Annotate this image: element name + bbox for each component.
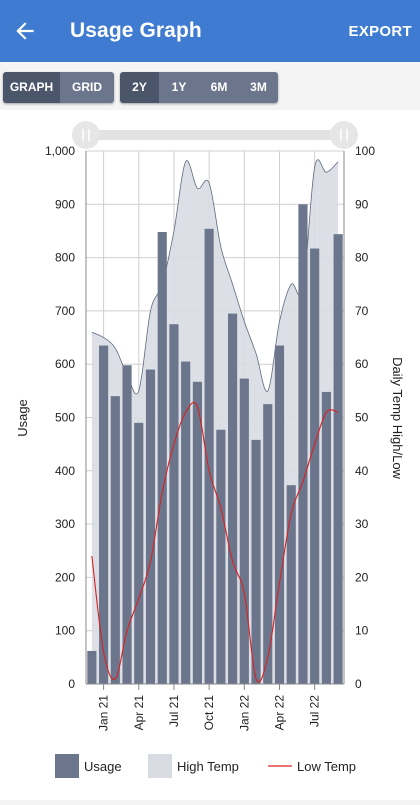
usage-bar	[274, 345, 285, 684]
y-tick-label-left: 100	[55, 624, 75, 638]
x-tick-label: Apr 21	[132, 695, 146, 731]
y-tick-label-left: 400	[55, 464, 75, 478]
range-2y-button[interactable]: 2Y	[120, 72, 159, 103]
chart-card: 0 0 100 10 200 20 300 30 400 40 500 50 600 60 700 70 800…	[0, 110, 420, 800]
usage-bar	[239, 378, 249, 684]
range-toggle: 2Y 1Y 6M 3M	[120, 72, 278, 103]
usage-bar	[310, 248, 320, 684]
y-tick-label-left: 800	[55, 251, 75, 265]
usage-bar	[216, 429, 226, 684]
usage-bars-layer	[87, 204, 343, 685]
app-bar: Usage Graph EXPORT	[0, 0, 420, 62]
range-6m-button[interactable]: 6M	[199, 72, 239, 103]
usage-bar	[228, 313, 238, 684]
y-tick-label-right: 40	[355, 464, 369, 478]
y-tick-label-right: 0	[355, 677, 362, 691]
y-tick-label-right: 90	[355, 197, 369, 211]
y-tick-label-right: 20	[355, 570, 369, 584]
x-tick-label: Jul 21	[167, 695, 181, 727]
usage-bar	[298, 204, 308, 685]
usage-bar	[333, 234, 343, 684]
usage-bar	[192, 381, 202, 684]
low-temp-line-layer	[91, 402, 339, 683]
toolbar: GRAPH GRID 2Y 1Y 6M 3M	[0, 62, 420, 110]
range-slider-track[interactable]	[86, 130, 344, 140]
range-slider-left-handle[interactable]	[72, 121, 100, 149]
usage-bar	[99, 345, 109, 684]
usage-bar	[110, 396, 120, 684]
y-tick-label-left: 200	[55, 570, 75, 584]
grid-view-button[interactable]: GRID	[60, 72, 114, 103]
y-tick-label-left: 0	[68, 677, 75, 691]
usage-bar	[181, 361, 191, 684]
y-tick-label-left: 900	[55, 197, 75, 211]
x-tick-label: Jan 22	[237, 695, 251, 731]
usage-bar	[122, 365, 132, 684]
usage-bar	[321, 391, 331, 684]
y-tick-label-left: 600	[55, 357, 75, 371]
y-tick-label-right: 80	[355, 251, 369, 265]
usage-bar	[169, 324, 179, 684]
usage-bar	[145, 369, 156, 684]
y-tick-label-right: 70	[355, 304, 369, 318]
y-axis-left-label: Usage	[15, 399, 30, 437]
usage-bar	[251, 439, 261, 684]
x-tick-label: Jul 22	[308, 695, 322, 727]
y-tick-label-right: 100	[355, 144, 375, 158]
legend-high-temp-label: High Temp	[177, 759, 239, 774]
range-slider-right-handle[interactable]	[330, 121, 358, 149]
legend-low-temp-label: Low Temp	[297, 759, 356, 774]
x-tick-label: Oct 21	[202, 695, 216, 731]
y-axis-right-label: Daily Temp High/Low	[390, 357, 405, 479]
y-tick-label-right: 60	[355, 357, 369, 371]
y-tick-label-right: 50	[355, 411, 369, 425]
usage-bar	[157, 232, 167, 685]
usage-chart: 0 0 100 10 200 20 300 30 400 40 500 50 600 60 700 70 800…	[15, 121, 405, 778]
low-temp-line	[91, 402, 339, 683]
usage-bar	[134, 422, 144, 684]
chart-legend: Usage High Temp Low Temp	[55, 754, 356, 778]
usage-bar	[204, 228, 214, 684]
x-tick-label: Apr 22	[273, 695, 287, 731]
graph-view-button[interactable]: GRAPH	[3, 72, 60, 103]
legend-usage-swatch	[55, 754, 79, 778]
usage-bar	[263, 404, 273, 684]
range-1y-button[interactable]: 1Y	[159, 72, 199, 103]
arrow-left-icon[interactable]	[12, 18, 38, 44]
legend-high-temp-swatch	[148, 754, 172, 778]
x-tick-label: Jan 21	[97, 695, 111, 731]
y-tick-label-left: 700	[55, 304, 75, 318]
y-tick-label-left: 500	[55, 411, 75, 425]
usage-bar	[286, 485, 296, 684]
legend-usage-label: Usage	[84, 759, 122, 774]
view-toggle: GRAPH GRID	[3, 72, 114, 103]
y-tick-label-left: 1,000	[45, 144, 75, 158]
y-tick-label-right: 30	[355, 517, 369, 531]
range-3m-button[interactable]: 3M	[239, 72, 278, 103]
chart-axes: 0 0 100 10 200 20 300 30 400 40 500 50 600 60 700 70 800…	[45, 144, 375, 731]
export-button[interactable]: EXPORT	[348, 23, 412, 40]
range-slider[interactable]	[72, 121, 358, 149]
y-tick-label-left: 300	[55, 517, 75, 531]
page-title: Usage Graph	[70, 19, 202, 42]
y-tick-label-right: 10	[355, 624, 369, 638]
usage-bar	[87, 650, 97, 684]
